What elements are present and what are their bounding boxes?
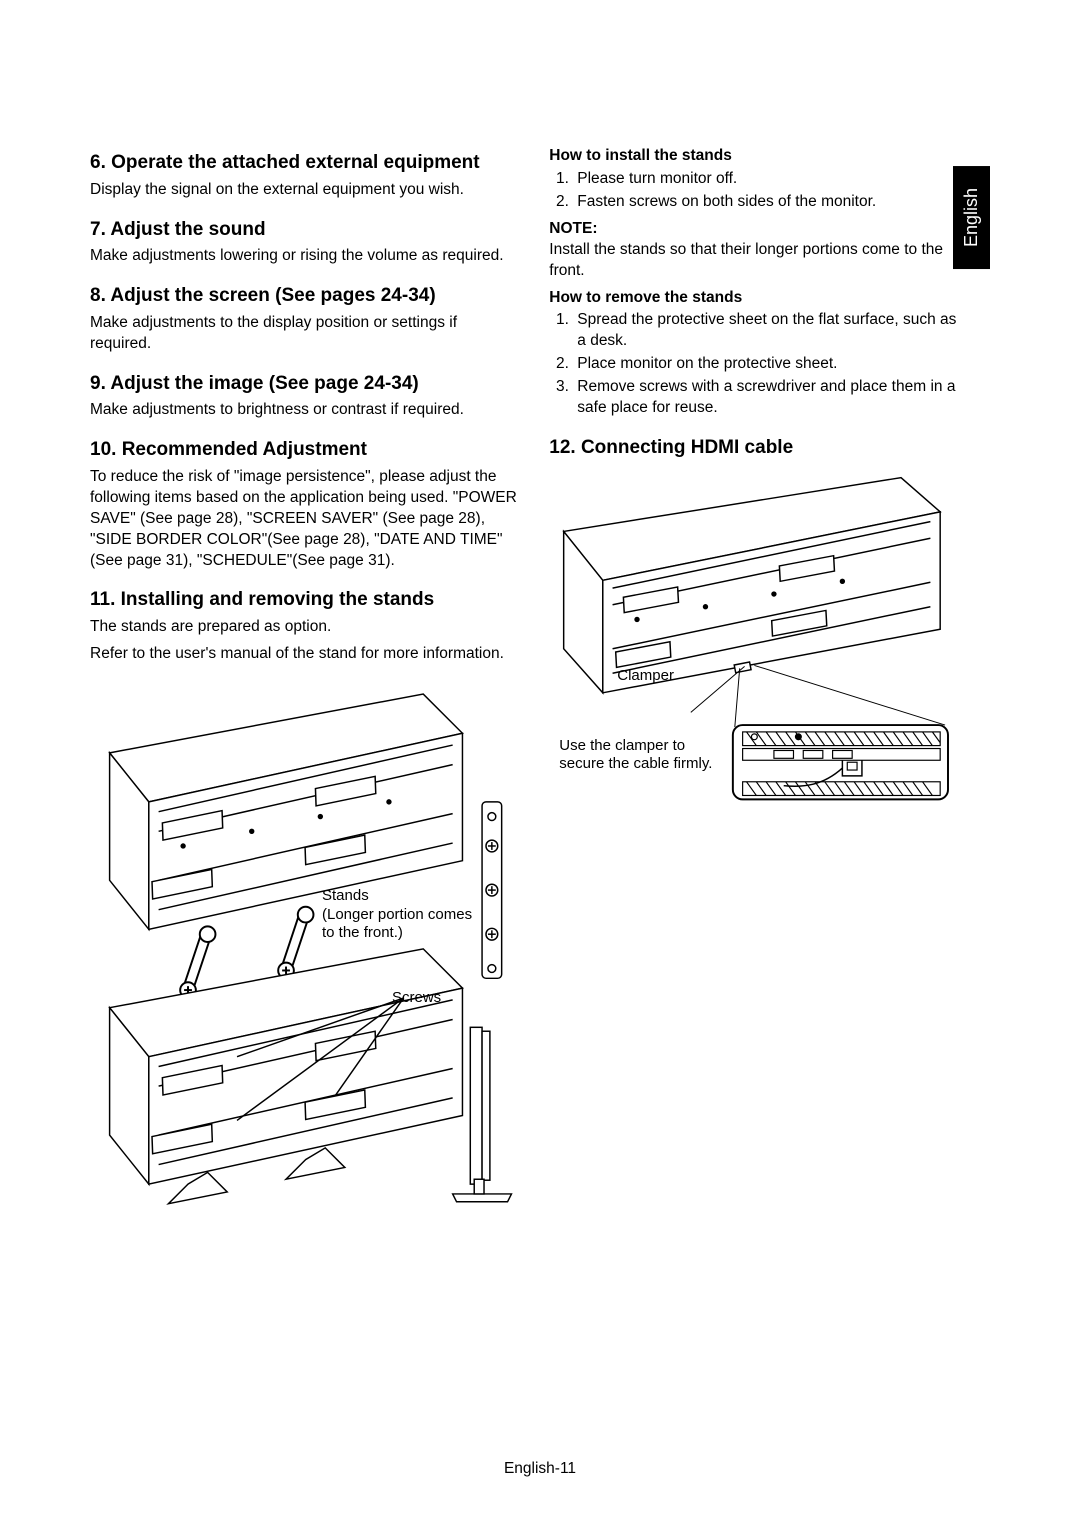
section-9-title: 9. Adjust the image (See page 24-34) (90, 371, 521, 397)
stands-label: Stands(Longer portion comes to the front… (322, 887, 482, 943)
section-7-title: 7. Adjust the sound (90, 217, 521, 243)
install-step: Please turn monitor off. (573, 169, 960, 190)
remove-step: Remove screws with a screwdriver and pla… (573, 377, 960, 419)
note-head: NOTE: (549, 219, 960, 240)
remove-steps-list: Spread the protective sheet on the flat … (549, 310, 960, 419)
figure-hdmi: Clamper Use the clamper to secure the ca… (549, 469, 960, 809)
section-11-body1: The stands are prepared as option. (90, 617, 521, 638)
section-6-body: Display the signal on the external equip… (90, 180, 521, 201)
section-11-title: 11. Installing and removing the stands (90, 587, 521, 613)
right-column: How to install the stands Please turn mo… (549, 140, 990, 1209)
section-10-title: 10. Recommended Adjustment (90, 437, 521, 463)
figure-stands: Stands(Longer portion comes to the front… (90, 679, 521, 1209)
section-11-body2: Refer to the user's manual of the stand … (90, 644, 521, 665)
section-7-body: Make adjustments lowering or rising the … (90, 246, 521, 267)
install-stands-head: How to install the stands (549, 146, 960, 167)
section-8-title: 8. Adjust the screen (See pages 24-34) (90, 283, 521, 309)
install-step: Fasten screws on both sides of the monit… (573, 192, 960, 213)
clamper-label: Clamper (617, 667, 674, 686)
note-body: Install the stands so that their longer … (549, 240, 960, 282)
section-8-body: Make adjustments to the display position… (90, 313, 521, 355)
language-tab: English (953, 166, 990, 269)
section-10-body: To reduce the risk of "image persistence… (90, 467, 521, 572)
remove-step: Spread the protective sheet on the flat … (573, 310, 960, 352)
screws-label: Screws (392, 989, 441, 1008)
install-steps-list: Please turn monitor off. Fasten screws o… (549, 169, 960, 213)
left-column: 6. Operate the attached external equipme… (90, 140, 521, 1209)
section-9-body: Make adjustments to brightness or contra… (90, 400, 521, 421)
stands-diagram-icon (90, 679, 521, 1209)
section-6-title: 6. Operate the attached external equipme… (90, 150, 521, 176)
remove-stands-head: How to remove the stands (549, 288, 960, 309)
content-columns: 6. Operate the attached external equipme… (90, 140, 990, 1209)
page-footer: English-11 (0, 1460, 1080, 1478)
section-12-title: 12. Connecting HDMI cable (549, 435, 960, 461)
remove-step: Place monitor on the protective sheet. (573, 354, 960, 375)
clamper-note: Use the clamper to secure the cable firm… (559, 737, 714, 775)
